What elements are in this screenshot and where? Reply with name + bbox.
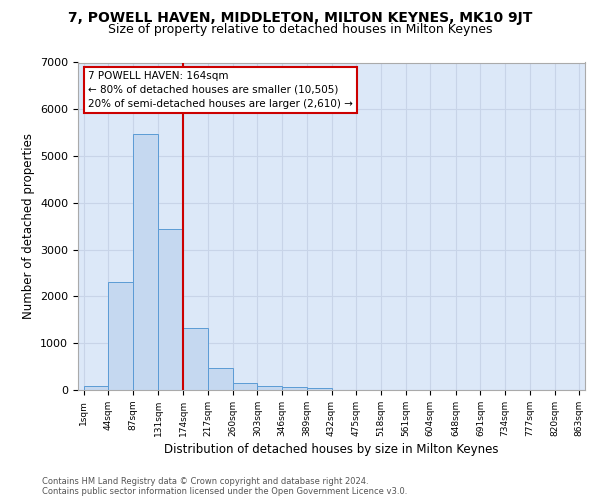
Bar <box>257 386 282 390</box>
Bar <box>233 383 257 390</box>
X-axis label: Distribution of detached houses by size in Milton Keynes: Distribution of detached houses by size … <box>164 443 499 456</box>
Text: Contains public sector information licensed under the Open Government Licence v3: Contains public sector information licen… <box>42 487 407 496</box>
Text: 7 POWELL HAVEN: 164sqm
← 80% of detached houses are smaller (10,505)
20% of semi: 7 POWELL HAVEN: 164sqm ← 80% of detached… <box>88 70 353 108</box>
Y-axis label: Number of detached properties: Number of detached properties <box>22 133 35 320</box>
Bar <box>208 368 233 390</box>
Bar <box>307 388 331 390</box>
Bar <box>282 386 307 390</box>
Bar <box>158 228 183 390</box>
Bar <box>84 386 109 390</box>
Bar <box>183 328 208 390</box>
Bar <box>109 282 133 390</box>
Text: Contains HM Land Registry data © Crown copyright and database right 2024.: Contains HM Land Registry data © Crown c… <box>42 477 368 486</box>
Text: Size of property relative to detached houses in Milton Keynes: Size of property relative to detached ho… <box>108 22 492 36</box>
Text: 7, POWELL HAVEN, MIDDLETON, MILTON KEYNES, MK10 9JT: 7, POWELL HAVEN, MIDDLETON, MILTON KEYNE… <box>68 11 532 25</box>
Bar <box>133 134 158 390</box>
